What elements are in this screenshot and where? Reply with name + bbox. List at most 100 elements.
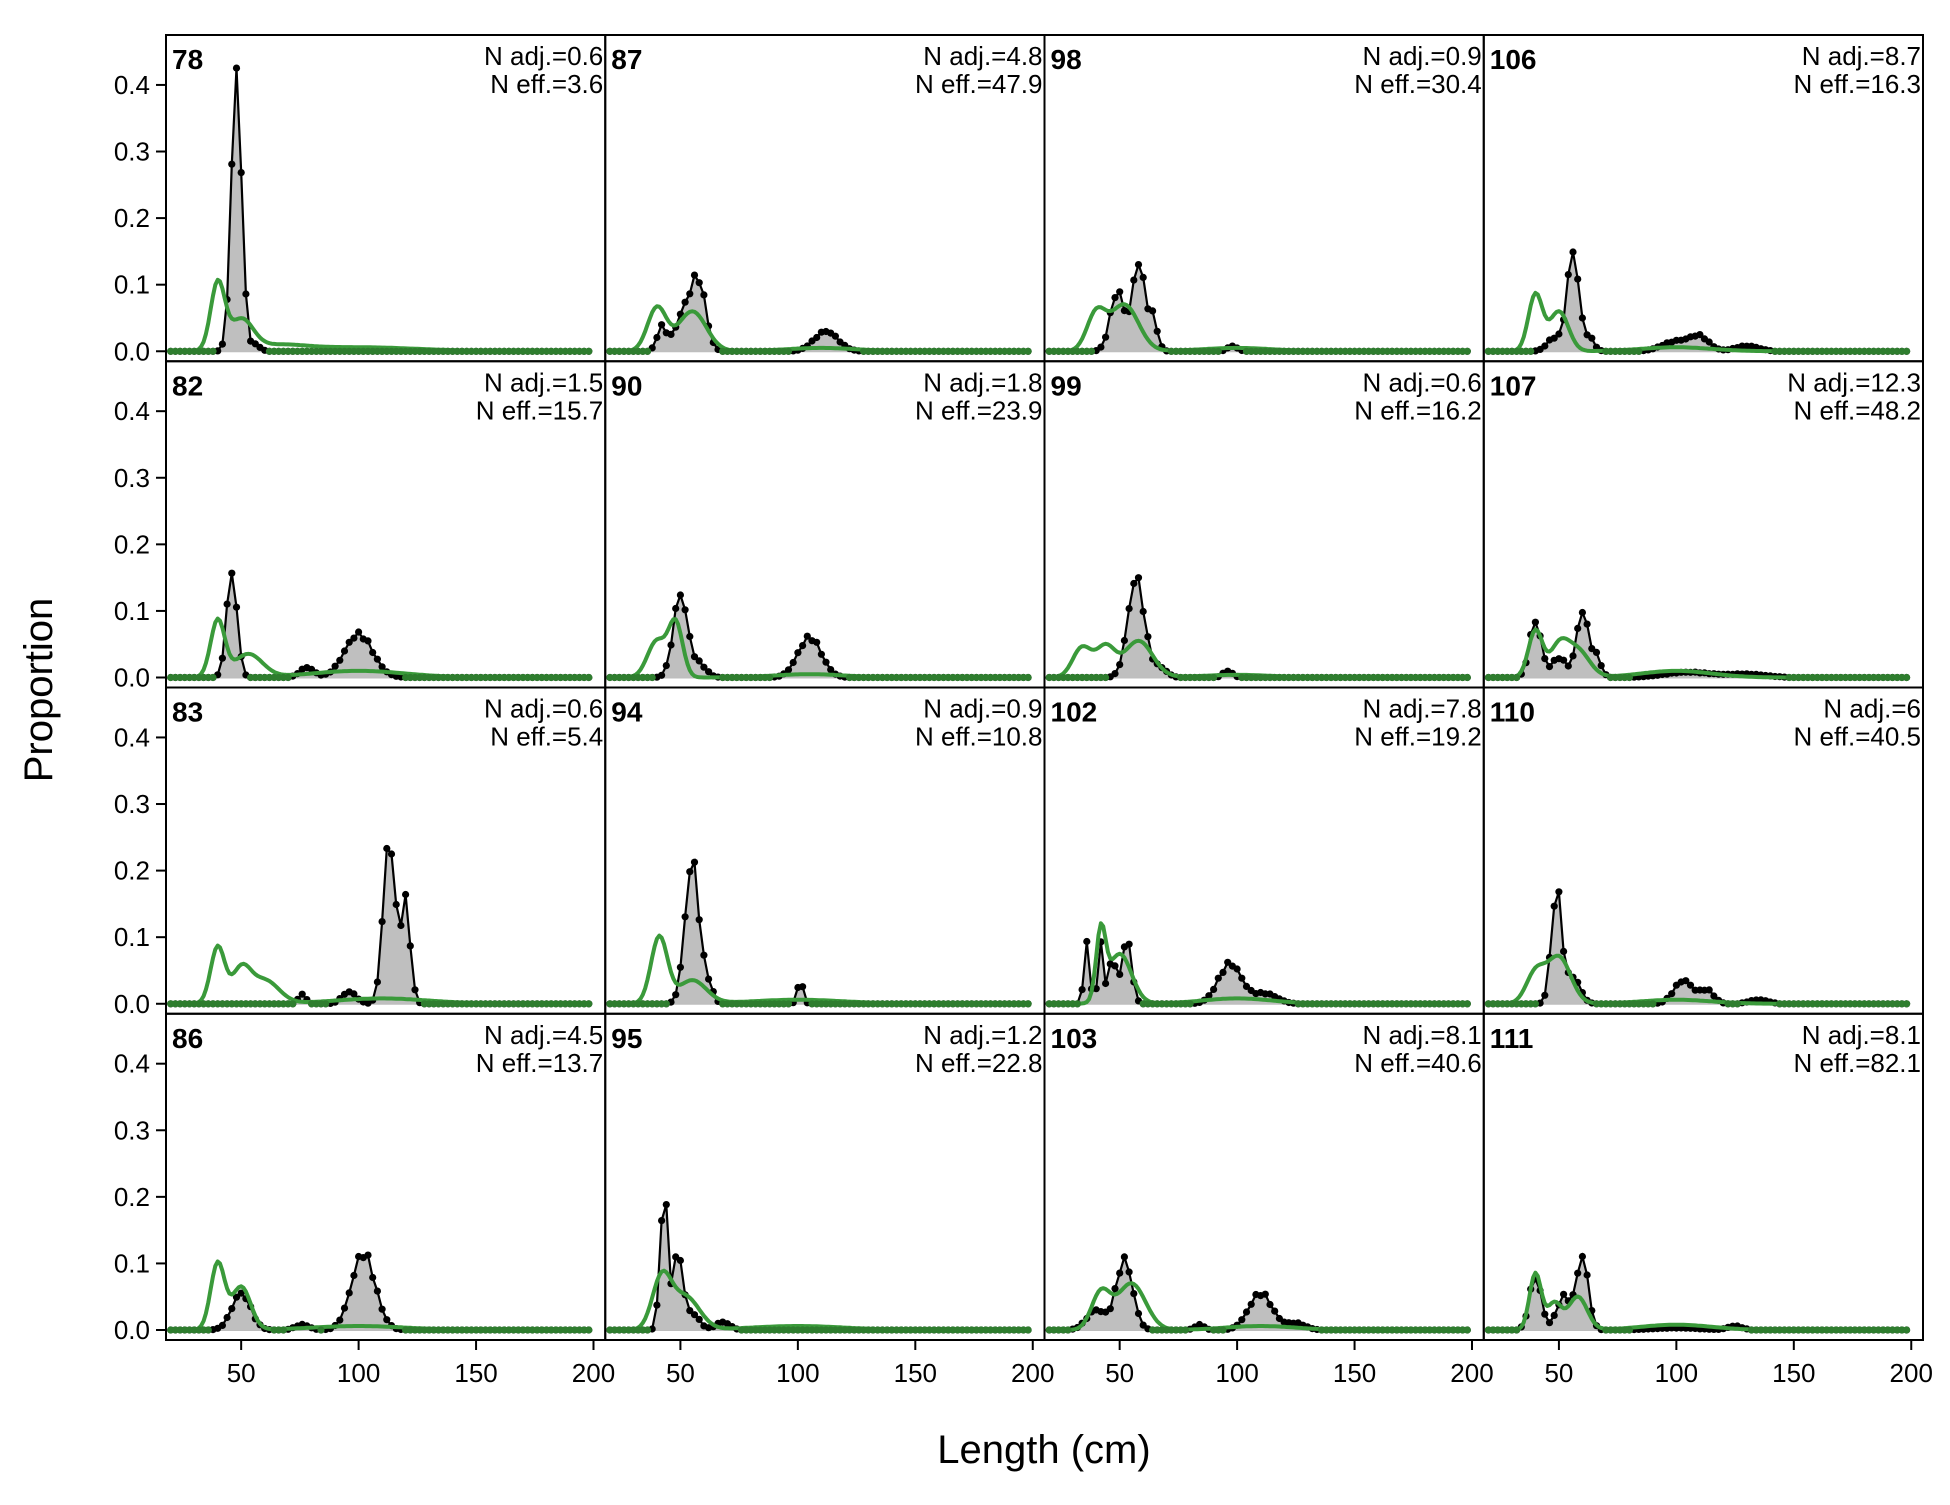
observed-point	[1682, 977, 1690, 985]
panel-title: 99	[1051, 370, 1082, 401]
observed-point	[672, 604, 680, 613]
observed-point	[1686, 981, 1695, 989]
observed-point	[350, 990, 358, 998]
observed-point	[232, 603, 241, 611]
observed-point	[1578, 1252, 1586, 1261]
zero-point	[1513, 1326, 1521, 1334]
zero-point	[1527, 347, 1535, 355]
observed-point	[373, 978, 381, 986]
zero-point	[284, 673, 292, 682]
observed-point	[383, 844, 391, 853]
observed-point	[662, 1201, 670, 1209]
observed-point	[1205, 992, 1213, 1000]
zero-point	[1531, 1000, 1539, 1008]
observed-point	[1125, 940, 1133, 948]
panel-title: 82	[172, 370, 203, 401]
zero-point	[643, 1326, 652, 1334]
observed-point	[1564, 271, 1572, 279]
observed-point	[397, 921, 405, 930]
zero-point	[204, 1326, 212, 1334]
observed-point	[336, 656, 344, 664]
x-tick-label: 150	[1772, 1358, 1815, 1388]
observed-point	[667, 641, 675, 649]
observed-point	[1545, 663, 1554, 671]
y-tick-label: 0.4	[114, 70, 150, 100]
observed-point	[705, 668, 713, 676]
zero-point	[317, 1326, 325, 1334]
observed-area	[609, 595, 1029, 678]
n-eff-label: N eff.=82.1	[1794, 1048, 1921, 1078]
observed-point	[831, 332, 840, 340]
n-adj-label: N adj.=0.9	[923, 694, 1042, 724]
zero-point	[1024, 673, 1032, 682]
observed-point	[1541, 1310, 1549, 1318]
panel-78: 78 N adj.=0.6N eff.=3.6	[165, 34, 607, 363]
observed-point	[1696, 331, 1704, 339]
zero-point	[289, 1000, 297, 1008]
observed-point	[406, 942, 414, 950]
observed-point	[1541, 991, 1549, 999]
observed-point	[686, 1307, 694, 1315]
zero-point	[766, 673, 774, 682]
x-tick-label: 100	[1215, 1358, 1258, 1388]
observed-point	[223, 1313, 231, 1322]
panel-title: 106	[1490, 44, 1537, 75]
x-tick-label: 200	[1890, 1358, 1933, 1388]
observed-point	[1214, 974, 1222, 982]
zero-point	[1024, 1000, 1032, 1008]
observed-point	[1083, 937, 1091, 946]
observed-point	[1116, 661, 1124, 669]
zero-point	[1625, 1326, 1633, 1334]
observed-point	[662, 662, 670, 670]
observed-point	[1705, 338, 1713, 346]
observed-area	[1488, 252, 1907, 352]
observed-point	[1261, 1290, 1269, 1298]
zero-point	[1513, 673, 1521, 682]
observed-point	[1550, 902, 1558, 910]
observed-point	[695, 279, 703, 287]
x-tick-label: 150	[1333, 1358, 1376, 1388]
panel-83: 83 N adj.=0.6N eff.=5.4	[165, 686, 607, 1015]
observed-point	[355, 628, 363, 636]
observed-point	[817, 650, 826, 658]
observed-point	[1583, 1271, 1591, 1279]
n-eff-label: N eff.=40.6	[1354, 1048, 1481, 1078]
zero-point	[1102, 673, 1110, 682]
n-eff-label: N eff.=30.4	[1354, 69, 1481, 99]
observed-point	[345, 1289, 353, 1297]
observed-point	[1560, 1290, 1568, 1298]
zero-point	[1219, 1326, 1227, 1334]
zero-point	[643, 347, 652, 355]
observed-point	[1134, 261, 1143, 269]
observed-point	[1134, 1309, 1143, 1318]
n-eff-label: N eff.=40.5	[1794, 722, 1921, 752]
observed-point	[369, 648, 377, 657]
n-eff-label: N eff.=16.2	[1354, 395, 1481, 425]
observed-point	[1149, 307, 1157, 315]
y-tick-label: 0.2	[114, 856, 150, 886]
observed-point	[681, 913, 689, 921]
zero-point	[1463, 673, 1471, 682]
y-tick-label: 0.4	[114, 396, 150, 426]
observed-point	[1583, 620, 1591, 628]
observed-point	[1238, 974, 1246, 982]
observed-point	[1078, 986, 1086, 994]
x-axis-title: Length (cm)	[937, 1428, 1150, 1472]
observed-area	[170, 848, 589, 1004]
panel-99: 99 N adj.=0.6N eff.=16.2	[1043, 360, 1485, 689]
y-tick-label: 0.2	[114, 529, 150, 559]
observed-point	[1139, 607, 1147, 616]
observed-point	[658, 321, 666, 329]
observed-point	[1555, 330, 1563, 338]
y-tick-label: 0.3	[114, 137, 150, 167]
n-adj-label: N adj.=1.8	[923, 367, 1042, 397]
n-eff-label: N eff.=10.8	[915, 722, 1042, 752]
observed-point	[686, 632, 694, 641]
zero-point	[322, 1000, 330, 1008]
zero-point	[1463, 1000, 1471, 1008]
n-adj-label: N adj.=6	[1823, 694, 1921, 724]
panel-title: 102	[1051, 697, 1098, 728]
observed-point	[1116, 970, 1124, 979]
observed-point	[690, 271, 699, 279]
observed-point	[1541, 342, 1549, 350]
